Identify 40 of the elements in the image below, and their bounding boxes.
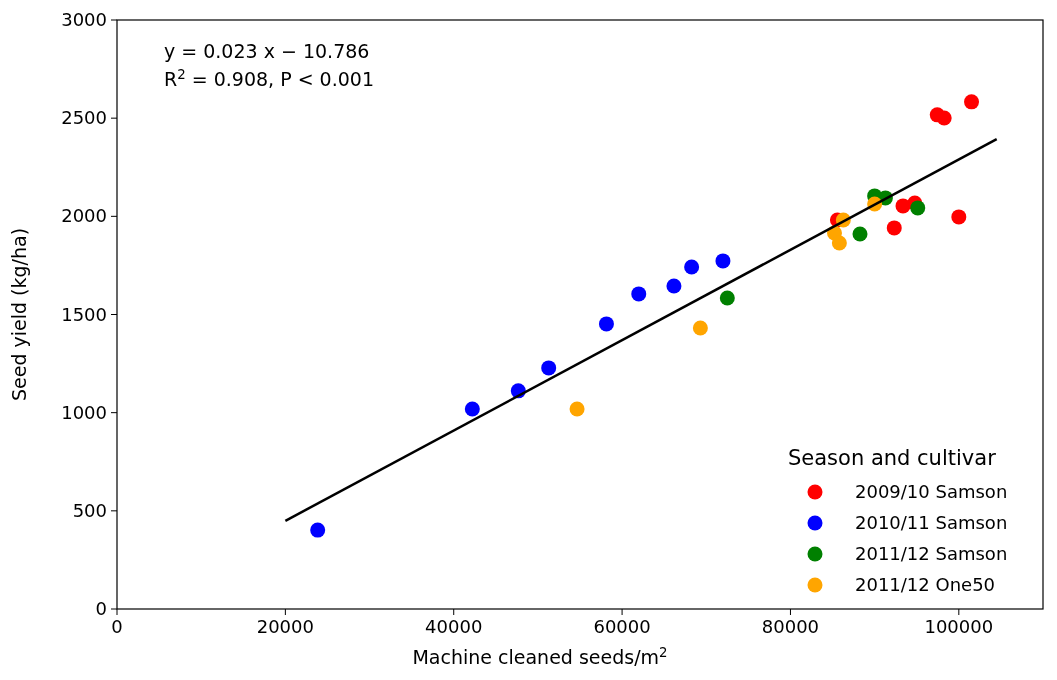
- point: [684, 259, 700, 275]
- point: [852, 226, 868, 242]
- point: [598, 316, 614, 332]
- annotation: R$^{2}$ = 0.908, P < 0.001: [164, 66, 374, 90]
- y-tick-label: 2500: [61, 107, 107, 129]
- point: [936, 110, 952, 126]
- point: [715, 253, 731, 269]
- y-tick-label: 3000: [61, 9, 107, 30]
- y-tick-label: 1500: [61, 303, 107, 325]
- legend-label: 2009/10 Samson: [855, 481, 1008, 502]
- point: [964, 94, 980, 110]
- point: [666, 278, 682, 294]
- legend-label: 2011/12 Samson: [855, 543, 1008, 564]
- y-tick-label: 500: [72, 499, 107, 521]
- point: [464, 401, 480, 417]
- legend-title: Season and cultivar: [788, 446, 997, 470]
- y-tick-label: 0: [95, 598, 107, 619]
- legend-label: 2010/11 Samson: [855, 512, 1008, 533]
- point: [310, 522, 326, 538]
- point: [886, 220, 902, 236]
- y-tick-label: 1000: [61, 401, 107, 423]
- x-tick-label: 20000: [256, 616, 314, 637]
- point: [719, 290, 735, 306]
- y-axis-title: Seed yield (kg/ha): [8, 227, 30, 402]
- x-tick-label: 0: [111, 616, 123, 637]
- x-tick-label: 100000: [924, 616, 994, 637]
- legend-label: 2011/12 One50: [855, 574, 996, 595]
- point: [541, 360, 557, 376]
- point: [831, 235, 847, 251]
- x-axis-title: Machine cleaned seeds/m$^{2}$: [412, 644, 668, 668]
- x-tick-label: 40000: [425, 616, 483, 637]
- annotation: y = 0.023 x − 10.786: [164, 40, 370, 62]
- point: [631, 286, 647, 302]
- point: [692, 320, 708, 336]
- point: [569, 401, 585, 417]
- x-tick-label: 60000: [593, 616, 651, 637]
- y-tick-label: 2000: [61, 205, 107, 227]
- x-tick-label: 80000: [761, 616, 820, 637]
- point: [951, 209, 967, 225]
- point: [910, 200, 926, 216]
